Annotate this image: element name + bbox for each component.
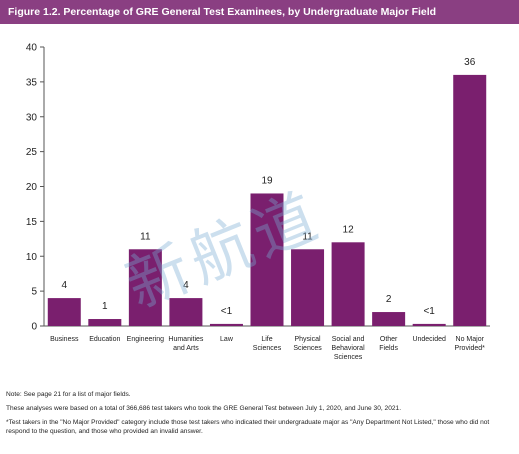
- data-label: 36: [464, 57, 476, 68]
- y-tick-label: 10: [26, 252, 38, 263]
- x-axis-labels: Business Education Engineering Humanities an…: [50, 336, 485, 361]
- data-label: 2: [386, 294, 392, 305]
- bar: [47, 298, 81, 326]
- x-tick-label: Business: [50, 336, 79, 343]
- y-tick-label: 35: [26, 77, 38, 88]
- x-tick-label: Life Sciences: [253, 336, 282, 352]
- figure-title: Figure 1.2. Percentage of GRE General Te…: [0, 0, 519, 24]
- bars: [47, 74, 487, 327]
- data-label: 12: [343, 224, 355, 235]
- y-tick-label: 20: [26, 182, 38, 193]
- y-tick-label: 30: [26, 112, 38, 123]
- x-tick-label: Social and Behavioral Sciences: [332, 336, 366, 361]
- bar: [128, 249, 162, 326]
- y-tick-label: 40: [26, 43, 38, 54]
- data-label: 11: [302, 231, 313, 242]
- y-tick-label: 25: [26, 147, 38, 158]
- x-tick-label: Humanities and Arts: [168, 336, 204, 352]
- x-tick-label: Other Fields: [379, 336, 398, 352]
- data-label: 11: [140, 231, 151, 242]
- bar: [209, 323, 243, 326]
- data-label: 4: [183, 280, 189, 291]
- x-tick-label: Law: [220, 336, 234, 343]
- y-tick-label: 5: [31, 287, 37, 298]
- bar: [169, 298, 203, 326]
- x-tick-label: Physical Sciences: [293, 336, 322, 352]
- note-no-major-definition: *Test takers in the "No Major Provided" …: [6, 419, 490, 435]
- x-tick-label: Engineering: [127, 336, 164, 343]
- y-tick-label: 15: [26, 217, 38, 228]
- bar: [372, 312, 406, 326]
- data-label: 4: [61, 280, 67, 291]
- data-label: 1: [102, 301, 108, 312]
- bar: [291, 249, 325, 326]
- data-label: 19: [261, 175, 273, 186]
- bar: [88, 319, 122, 326]
- bar: [331, 242, 365, 326]
- x-tick-label: Education: [89, 336, 120, 343]
- data-label: <1: [221, 306, 233, 317]
- note-see-page: Note: See page 21 for a list of major fi…: [6, 391, 131, 398]
- y-tick-label: 0: [31, 322, 37, 333]
- note-analysis-basis: These analyses were based on a total of …: [6, 405, 402, 412]
- bar: [412, 323, 446, 326]
- x-tick-label: Undecided: [412, 336, 446, 343]
- x-tick-label: No Major Provided*: [455, 336, 486, 352]
- bar: [250, 193, 284, 326]
- data-label: <1: [423, 306, 435, 317]
- figure-notes: Note: See page 21 for a list of major fi…: [6, 390, 514, 441]
- bar: [453, 74, 487, 327]
